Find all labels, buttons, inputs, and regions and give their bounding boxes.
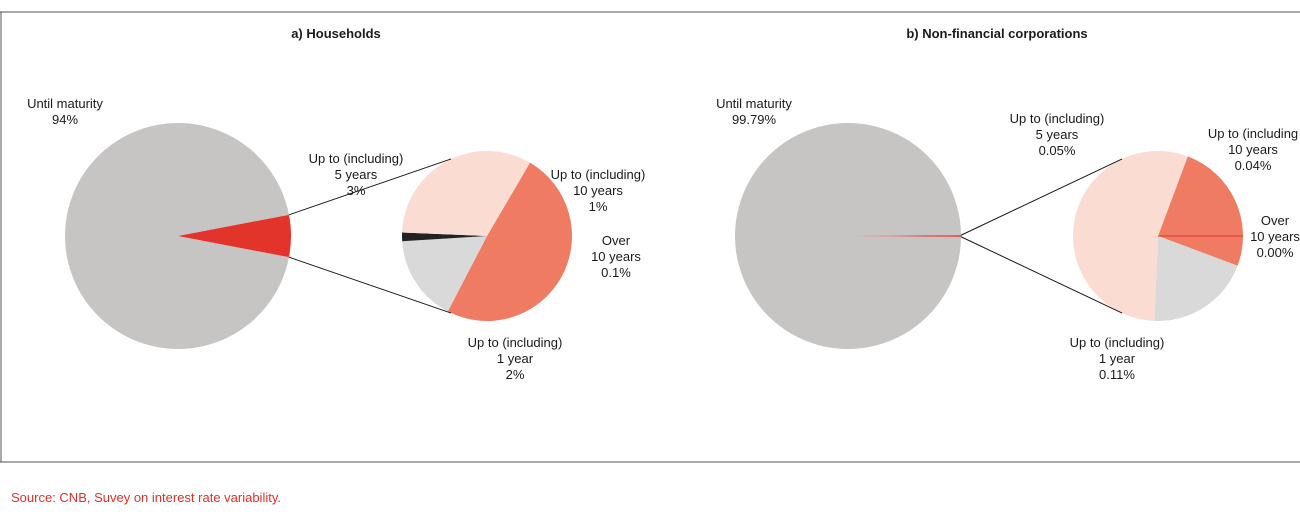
connector-line-bottom: [960, 236, 1123, 314]
slice-label-until-maturity: Until maturity 99.79%: [716, 96, 792, 127]
chart-title: b) Non-financial corporations: [906, 26, 1087, 41]
pie-slice-up-to-10-years: [1154, 236, 1238, 321]
pie-slice-up-to-1-year: [1073, 151, 1188, 321]
pie-slice-up-to-10-years: [402, 236, 487, 312]
pie-slice-until-maturity: [65, 123, 289, 350]
slice-label-up-to-1-year: Up to (including) 1 year 0.11%: [1070, 335, 1165, 382]
connector-line-top: [288, 158, 452, 216]
pie-slice-up-to-5-years: [447, 162, 572, 321]
slice-label-until-maturity: Until maturity 94%: [27, 96, 103, 127]
pie-slice-other: [848, 235, 961, 237]
connector-line-top: [960, 158, 1123, 236]
slice-label-over-10-years: Over 10 years 0.1%: [591, 233, 641, 280]
slice-label-up-to-1-year: Up to (including) 1 year 2%: [468, 335, 563, 382]
slice-label-up-to-10-years: Up to (including) 10 years 1%: [551, 167, 646, 214]
pie-slice-up-to-1-year: [402, 150, 531, 236]
pie-slice-other: [178, 214, 292, 258]
chart-title: a) Households: [291, 26, 381, 41]
pie-slice-until-maturity: [735, 123, 961, 350]
slice-label-up-to-5-years: Up to (including) 5 years 3%: [309, 151, 404, 198]
pie-slice-over-10-years: [402, 232, 487, 242]
slice-label-up-to-10-years: Up to (including 10 years 0.04%: [1208, 126, 1298, 173]
pie-slice-up-to-5-years: [1158, 156, 1243, 266]
slice-label-up-to-5-years: Up to (including) 5 years 0.05%: [1010, 111, 1105, 158]
source-note: Source: CNB, Suvey on interest rate vari…: [11, 490, 281, 505]
connector-line-bottom: [288, 256, 452, 314]
slice-label-over-10-years: Over 10 years 0.00%: [1250, 213, 1300, 260]
